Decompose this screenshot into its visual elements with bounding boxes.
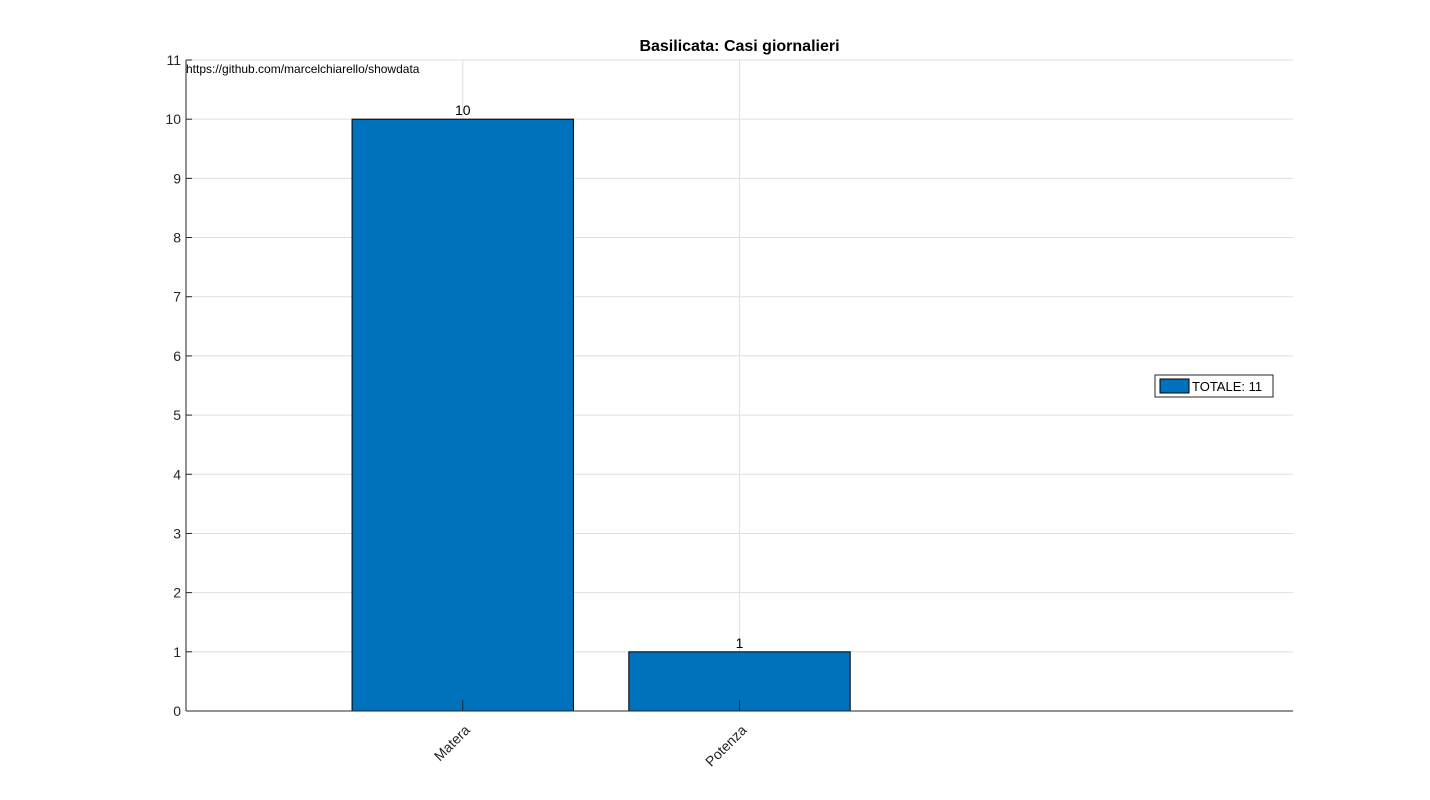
y-tick-label: 1 xyxy=(173,644,181,660)
bars xyxy=(351,118,851,712)
y-tick-label: 8 xyxy=(173,230,181,246)
data-label: 10 xyxy=(455,102,471,118)
chart-title: Basilicata: Casi giornalieri xyxy=(639,38,839,55)
bar-matera xyxy=(351,118,574,712)
y-tick-label: 10 xyxy=(165,111,181,127)
legend-swatch xyxy=(1159,378,1190,394)
y-tick-label: 9 xyxy=(173,170,181,186)
y-tick-label: 0 xyxy=(173,703,181,719)
y-tick-label: 6 xyxy=(173,348,181,364)
y-tick-label: 3 xyxy=(173,525,181,541)
y-tick-label: 11 xyxy=(166,52,181,68)
legend-label: TOTALE: 11 xyxy=(1192,379,1262,394)
y-tick-label: 7 xyxy=(173,289,181,305)
source-annotation: https://github.com/marcelchiarello/showd… xyxy=(186,62,420,76)
y-tick-label: 4 xyxy=(173,466,181,482)
data-labels: 10 1 xyxy=(455,102,744,651)
data-label: 1 xyxy=(736,635,744,651)
y-tick-label: 2 xyxy=(173,585,181,601)
y-axis-ticks: 0 1 2 3 4 5 6 7 8 9 10 11 xyxy=(165,52,192,719)
legend: TOTALE: 11 xyxy=(1154,374,1274,398)
y-tick-label: 5 xyxy=(173,407,181,423)
